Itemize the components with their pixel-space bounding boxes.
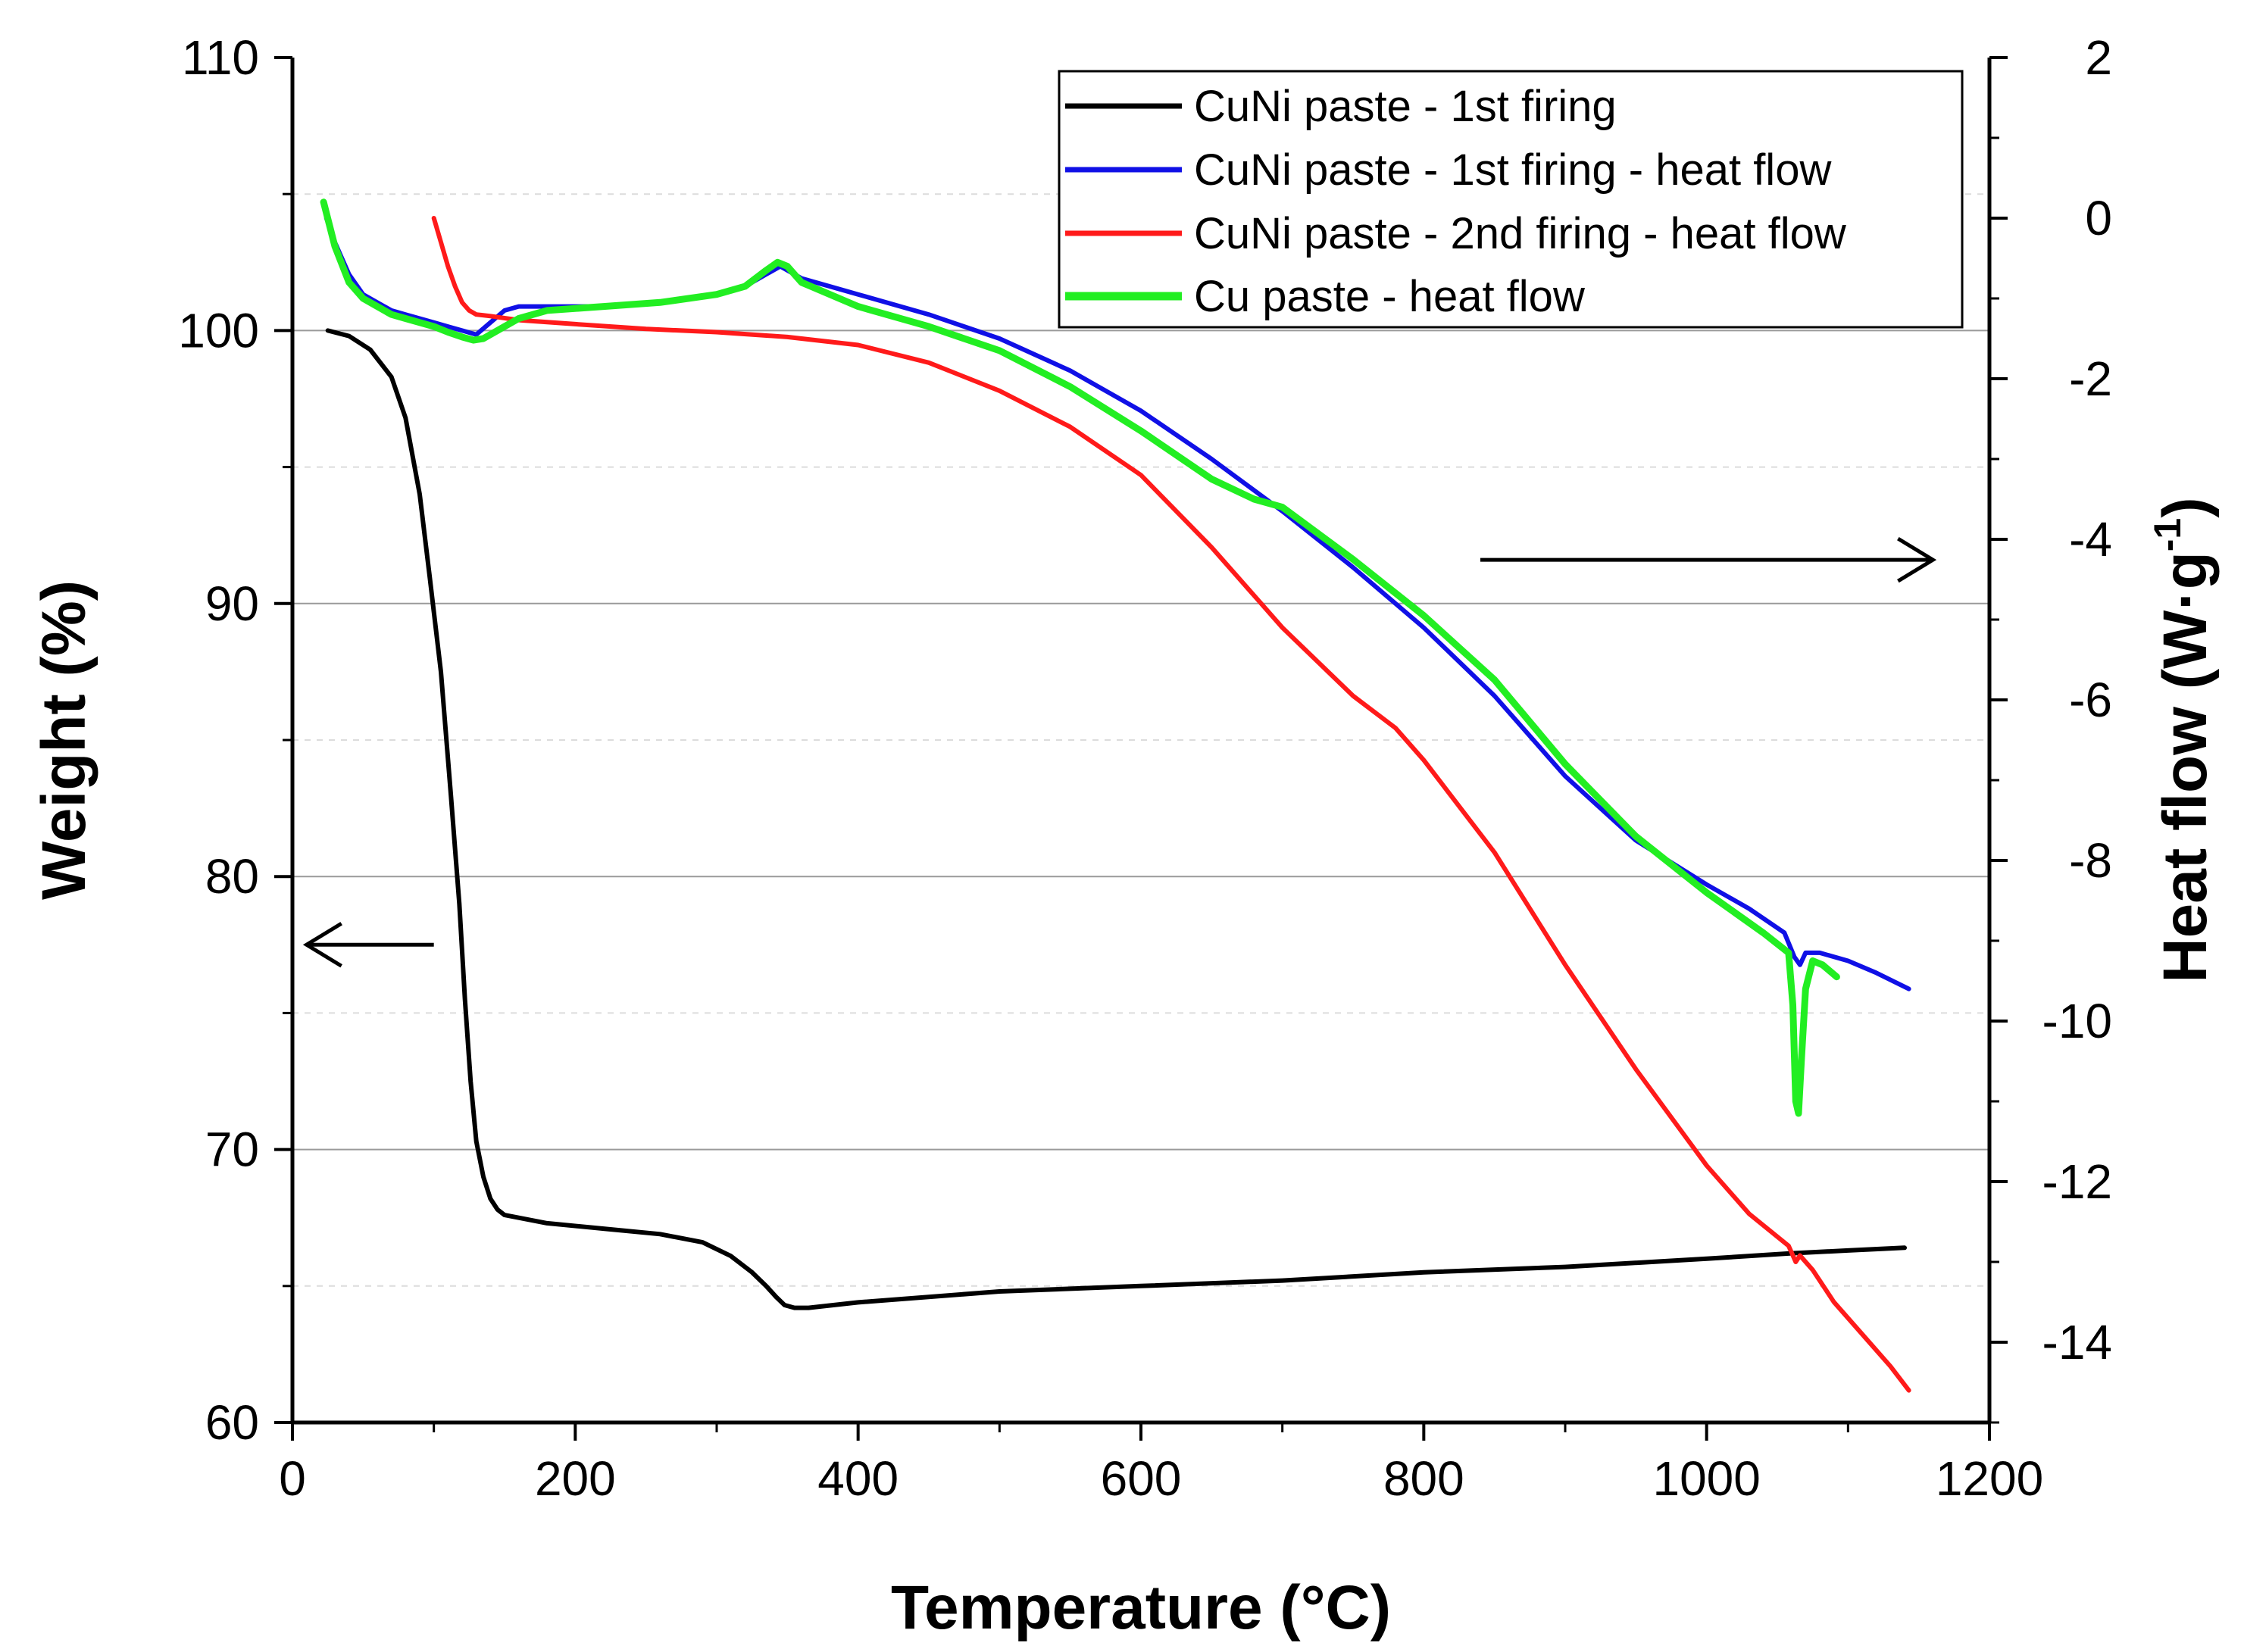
legend-label-cuni-1st: CuNi paste - 1st firing (1194, 82, 1617, 131)
series-line-cuni-1st-firing (325, 328, 1907, 1310)
x-tick-label: 1200 (1936, 1451, 2043, 1506)
y-right-tick-label: -6 (2069, 673, 2112, 727)
y-left-tick-label: 100 (178, 303, 259, 358)
y-left-tick-label: 110 (182, 30, 259, 85)
y-left-tick-label: 70 (205, 1123, 259, 1177)
y-right-tick-label: -2 (2069, 351, 2112, 406)
legend-label-cuni-2nd-heat: CuNi paste - 2nd firing - heat flow (1194, 209, 1847, 258)
y-right-axis-title-close: ) (2151, 497, 2220, 517)
y-left-tick-label: 80 (205, 849, 259, 904)
y-left-tick-label: 90 (205, 576, 259, 631)
arrow-head-right (1897, 537, 1937, 583)
y-right-axis-title-superscript: -1 (2146, 518, 2189, 551)
gridlines (292, 193, 1989, 1287)
axis-ticks: 0 200 400 600 800 1000 1200 60 70 80 90 100 110 2 0 -2 -… (178, 30, 2112, 1506)
y-right-tick-label: -8 (2069, 833, 2112, 888)
x-axis-title: Temperature (°C) (891, 1573, 1391, 1642)
plot-series (320, 198, 1911, 1393)
x-tick-label: 0 (279, 1451, 306, 1506)
y-right-tick-label: -14 (2042, 1315, 2113, 1369)
legend-label-cu-heat: Cu paste - heat flow (1194, 272, 1586, 321)
y-right-tick-label: -12 (2042, 1154, 2113, 1209)
x-tick-label: 400 (817, 1451, 899, 1506)
arrow-head-left (302, 922, 342, 968)
y-left-tick-label: 60 (205, 1395, 259, 1450)
y-right-tick-label: 0 (2085, 191, 2112, 245)
direction-arrows (302, 537, 1937, 968)
series-line-cu-heat-flow (320, 198, 1840, 1117)
x-tick-label: 1000 (1652, 1451, 1760, 1506)
y-right-tick-label: -4 (2069, 512, 2112, 567)
x-tick-label: 600 (1101, 1451, 1182, 1506)
y-right-axis-title-main: Heat flow (W·g (2151, 551, 2220, 982)
y-right-tick-label: -10 (2042, 994, 2113, 1048)
legend-label-cuni-1st-heat: CuNi paste - 1st firing - heat flow (1194, 145, 1832, 195)
legend-box (1058, 70, 1964, 329)
y-left-axis-title: Weight (%) (30, 580, 98, 900)
series-line-cuni-2nd-heat-flow (431, 216, 1911, 1393)
x-tick-label: 200 (535, 1451, 616, 1506)
y-right-axis-title: Heat flow (W·g-1) (2146, 497, 2220, 982)
x-tick-label: 800 (1383, 1451, 1464, 1506)
y-right-tick-label: 2 (2085, 30, 2112, 85)
legend: CuNi paste - 1st firing CuNi paste - 1st… (1058, 70, 1964, 329)
